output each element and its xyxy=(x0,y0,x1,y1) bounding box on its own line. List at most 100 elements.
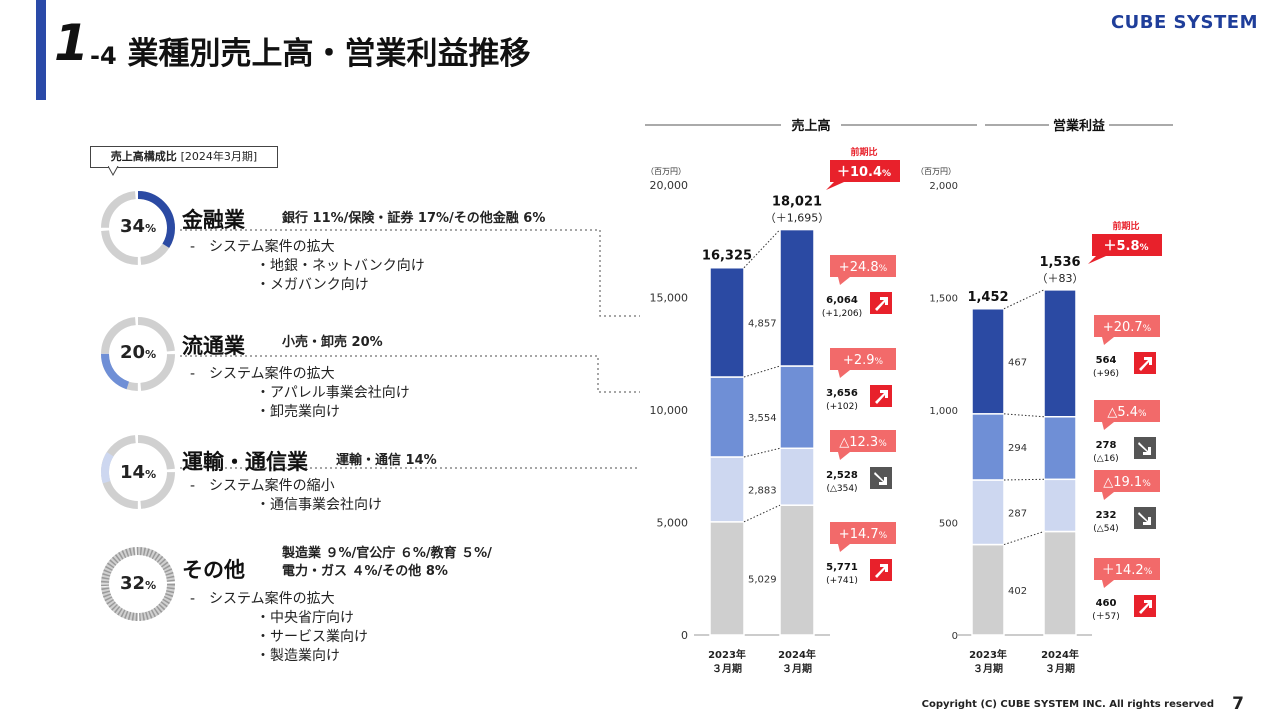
bar-segment-transport xyxy=(971,479,1005,546)
change-diff: (+1,206) xyxy=(822,309,862,319)
arrow-down-icon xyxy=(1134,437,1156,459)
change-value: 6,064 xyxy=(826,295,858,306)
company-logo: CUBE SYSTEM xyxy=(1110,12,1258,33)
bar-segment-other xyxy=(971,543,1005,636)
arrow-up-icon xyxy=(870,385,892,407)
segment-line: ・中央省庁向け xyxy=(256,610,354,626)
bar-value-label: 467 xyxy=(1008,357,1027,368)
bar-segment-transport xyxy=(709,456,745,523)
change-pct: △5.4% xyxy=(1107,405,1147,420)
segment-line: ・メガバンク向け xyxy=(256,277,369,293)
page-number: 7 xyxy=(1232,694,1244,714)
section-number: 1 xyxy=(54,14,89,72)
y-tick-label: 5,000 xyxy=(657,517,689,530)
segment-detail-transport: 運輸・通信 14% xyxy=(336,453,437,468)
change-value: 232 xyxy=(1096,510,1117,521)
x-category-label: 2023年 xyxy=(969,648,1007,661)
bar-segment-other xyxy=(779,504,815,636)
headline-callout: 前期比 ＋10.4% xyxy=(826,146,900,190)
x-category-label: ３月期 xyxy=(1045,662,1075,675)
change-value: 3,656 xyxy=(826,388,858,399)
segment-title-retail: 流通業 xyxy=(182,334,245,358)
change-diff: (＋57) xyxy=(1092,611,1119,622)
bar-segment-retail xyxy=(1043,416,1077,481)
bar-value-label: 3,554 xyxy=(748,413,777,424)
segment-change-badge: △12.3% 2,528 (△354) xyxy=(826,430,896,494)
donut-fill xyxy=(100,317,175,391)
bar-total-label: 18,021 xyxy=(772,195,822,210)
segment-detail-retail: 小売・卸売 20% xyxy=(282,335,383,350)
segment-line: - システム案件の拡大 xyxy=(190,591,335,607)
change-badge-bg xyxy=(830,430,896,452)
total-change-label: （＋83） xyxy=(1037,272,1084,285)
bar-segment-retail xyxy=(779,365,815,450)
bar-connector xyxy=(743,365,781,378)
change-badge-bg xyxy=(1094,558,1160,580)
bar-segment-retail xyxy=(709,376,745,458)
segment-percent-transport: 14% xyxy=(120,462,157,483)
chart-unit-label: （百万円） xyxy=(916,167,956,176)
x-category-label: 2024年 xyxy=(1041,648,1079,661)
chart-title: 営業利益 xyxy=(1053,118,1105,134)
bar-connector xyxy=(1003,413,1045,418)
bar-value-label: 294 xyxy=(1008,443,1027,454)
bar-segment-other xyxy=(1043,530,1077,636)
bar-value-label: 287 xyxy=(1008,508,1027,519)
segment-percent-retail: 20% xyxy=(120,342,157,363)
x-category-label: 2024年 xyxy=(778,648,816,661)
change-pct: +14.7% xyxy=(839,527,888,542)
segment-title-transport: 運輸・通信業 xyxy=(182,450,308,474)
segment-change-badge: +24.8% 6,064 (+1,206) xyxy=(822,255,896,319)
segment-detail-other: 製造業 ９%/官公庁 ６%/教育 ５%/ xyxy=(282,546,492,561)
segment-change-badge: +14.7% 5,771 (+741) xyxy=(826,522,896,586)
y-tick-label: 500 xyxy=(939,519,958,530)
change-value: 2,528 xyxy=(826,470,858,481)
composition-label: 売上高構成比 [2024年3月期] xyxy=(90,146,278,168)
segment-change-badge: ＋14.2% 460 (＋57) xyxy=(1092,558,1160,622)
page-title: -4 業種別売上高・営業利益推移 xyxy=(90,28,530,73)
change-value: 5,771 xyxy=(826,562,858,573)
donut-chart xyxy=(101,435,175,509)
donut-chart xyxy=(101,191,175,265)
change-diff: (△16) xyxy=(1093,454,1118,464)
segment-line: ・地銀・ネットバンク向け xyxy=(256,258,425,274)
segment-change-badge: △19.1% 232 (△54) xyxy=(1093,470,1160,534)
bar-value-label: 4,857 xyxy=(748,318,777,329)
x-category-label: ３月期 xyxy=(712,662,742,675)
bar-value-label: 2,883 xyxy=(748,485,777,496)
copyright: Copyright (C) CUBE SYSTEM INC. All right… xyxy=(921,699,1214,710)
bar-total-label: 1,452 xyxy=(967,290,1008,305)
change-diff: (+741) xyxy=(826,576,858,586)
change-diff: (△354) xyxy=(826,484,857,494)
chart-unit-label: （百万円） xyxy=(646,167,686,176)
bar-segment-transport xyxy=(779,447,815,506)
connector-line xyxy=(180,229,640,317)
bar-segment-finance xyxy=(971,308,1005,415)
bar-segment-finance xyxy=(1043,289,1077,418)
change-diff: (△54) xyxy=(1093,524,1118,534)
bar-segment-finance xyxy=(709,266,745,378)
segment-percent-other: 32% xyxy=(120,573,157,594)
chart-title: 売上高 xyxy=(791,118,830,134)
segment-detail-other: 電力・ガス ４%/その他 8% xyxy=(282,564,448,579)
segment-line: - システム案件の縮小 xyxy=(190,478,335,494)
segment-title-finance: 金融業 xyxy=(182,208,245,232)
y-tick-label: 10,000 xyxy=(650,404,689,417)
composition-label-main: 売上高構成比 xyxy=(110,150,177,163)
headline-callout: 前期比 ＋5.8% xyxy=(1088,220,1162,264)
y-tick-label: 1,500 xyxy=(929,294,958,305)
bar-total-label: 1,536 xyxy=(1039,255,1080,270)
bar-segment-retail xyxy=(971,413,1005,481)
section-suffix: -4 xyxy=(90,42,117,70)
bar-segment-finance xyxy=(779,228,815,367)
connector-line xyxy=(180,355,640,393)
segment-percent-finance: 34% xyxy=(120,216,157,237)
change-value: 460 xyxy=(1096,598,1117,609)
donut-fill xyxy=(101,191,175,265)
bar-total-label: 16,325 xyxy=(702,249,752,264)
segment-line: - システム案件の拡大 xyxy=(190,239,335,255)
change-badge-bg xyxy=(830,348,896,370)
change-value: 278 xyxy=(1096,440,1117,451)
change-badge-bg xyxy=(1094,315,1160,337)
change-pct: ＋14.2% xyxy=(1102,563,1153,578)
